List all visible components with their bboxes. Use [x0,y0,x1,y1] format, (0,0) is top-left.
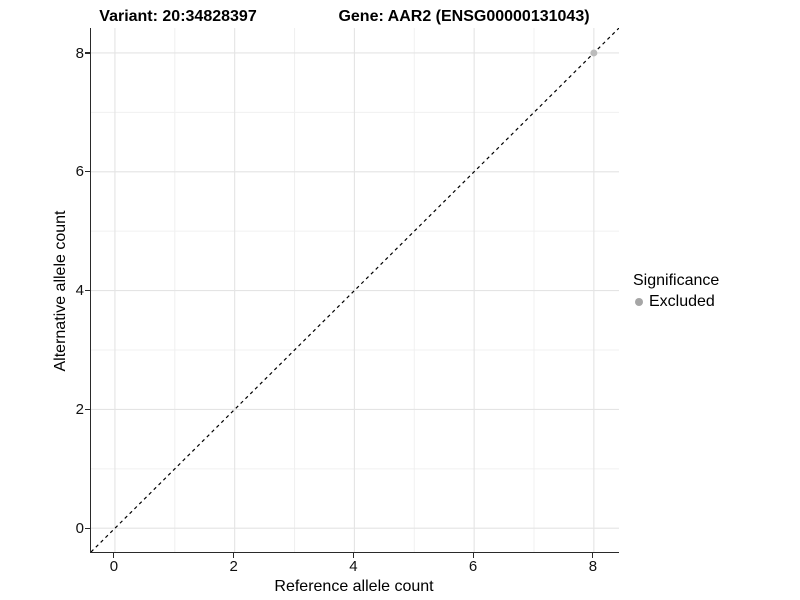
x-tick-mark [472,553,474,559]
x-tick-mark [592,553,594,559]
x-tick-mark [233,553,235,559]
y-tick-label: 0 [75,519,84,537]
identity-dashed-line [91,28,619,552]
y-axis-title: Alternative allele count [52,210,69,372]
legend-title: Significance [633,272,720,289]
variant-title: Variant: 20:34828397 [99,8,257,25]
y-tick-mark [85,171,90,173]
legend-item-label: Excluded [649,293,715,310]
x-tick-label: 4 [349,558,358,575]
y-tick-label: 8 [75,44,84,62]
legend: Significance Excluded [633,270,719,312]
y-tick-mark [85,52,90,54]
y-tick-mark [85,408,90,410]
plot-panel [90,28,619,553]
y-tick-label: 2 [75,400,84,418]
y-tick-label: 6 [75,163,84,181]
x-tick-mark [352,553,354,559]
x-tick-mark [113,553,115,559]
x-tick-label: 8 [588,558,598,575]
x-tick-label: 2 [229,558,238,575]
y-tick-mark [85,527,90,529]
y-tick-mark [85,290,90,292]
plot-canvas [91,28,619,552]
x-tick-label: 6 [468,558,478,575]
gene-title: Gene: AAR2 (ENSG00000131043) [338,8,590,25]
y-tick-label: 4 [75,282,84,300]
x-axis-title: Reference allele count [274,578,434,595]
x-tick-label: 0 [109,558,119,575]
excluded-point-icon [635,298,643,306]
data-point-excluded [590,49,598,57]
legend-item-excluded: Excluded [633,292,719,312]
